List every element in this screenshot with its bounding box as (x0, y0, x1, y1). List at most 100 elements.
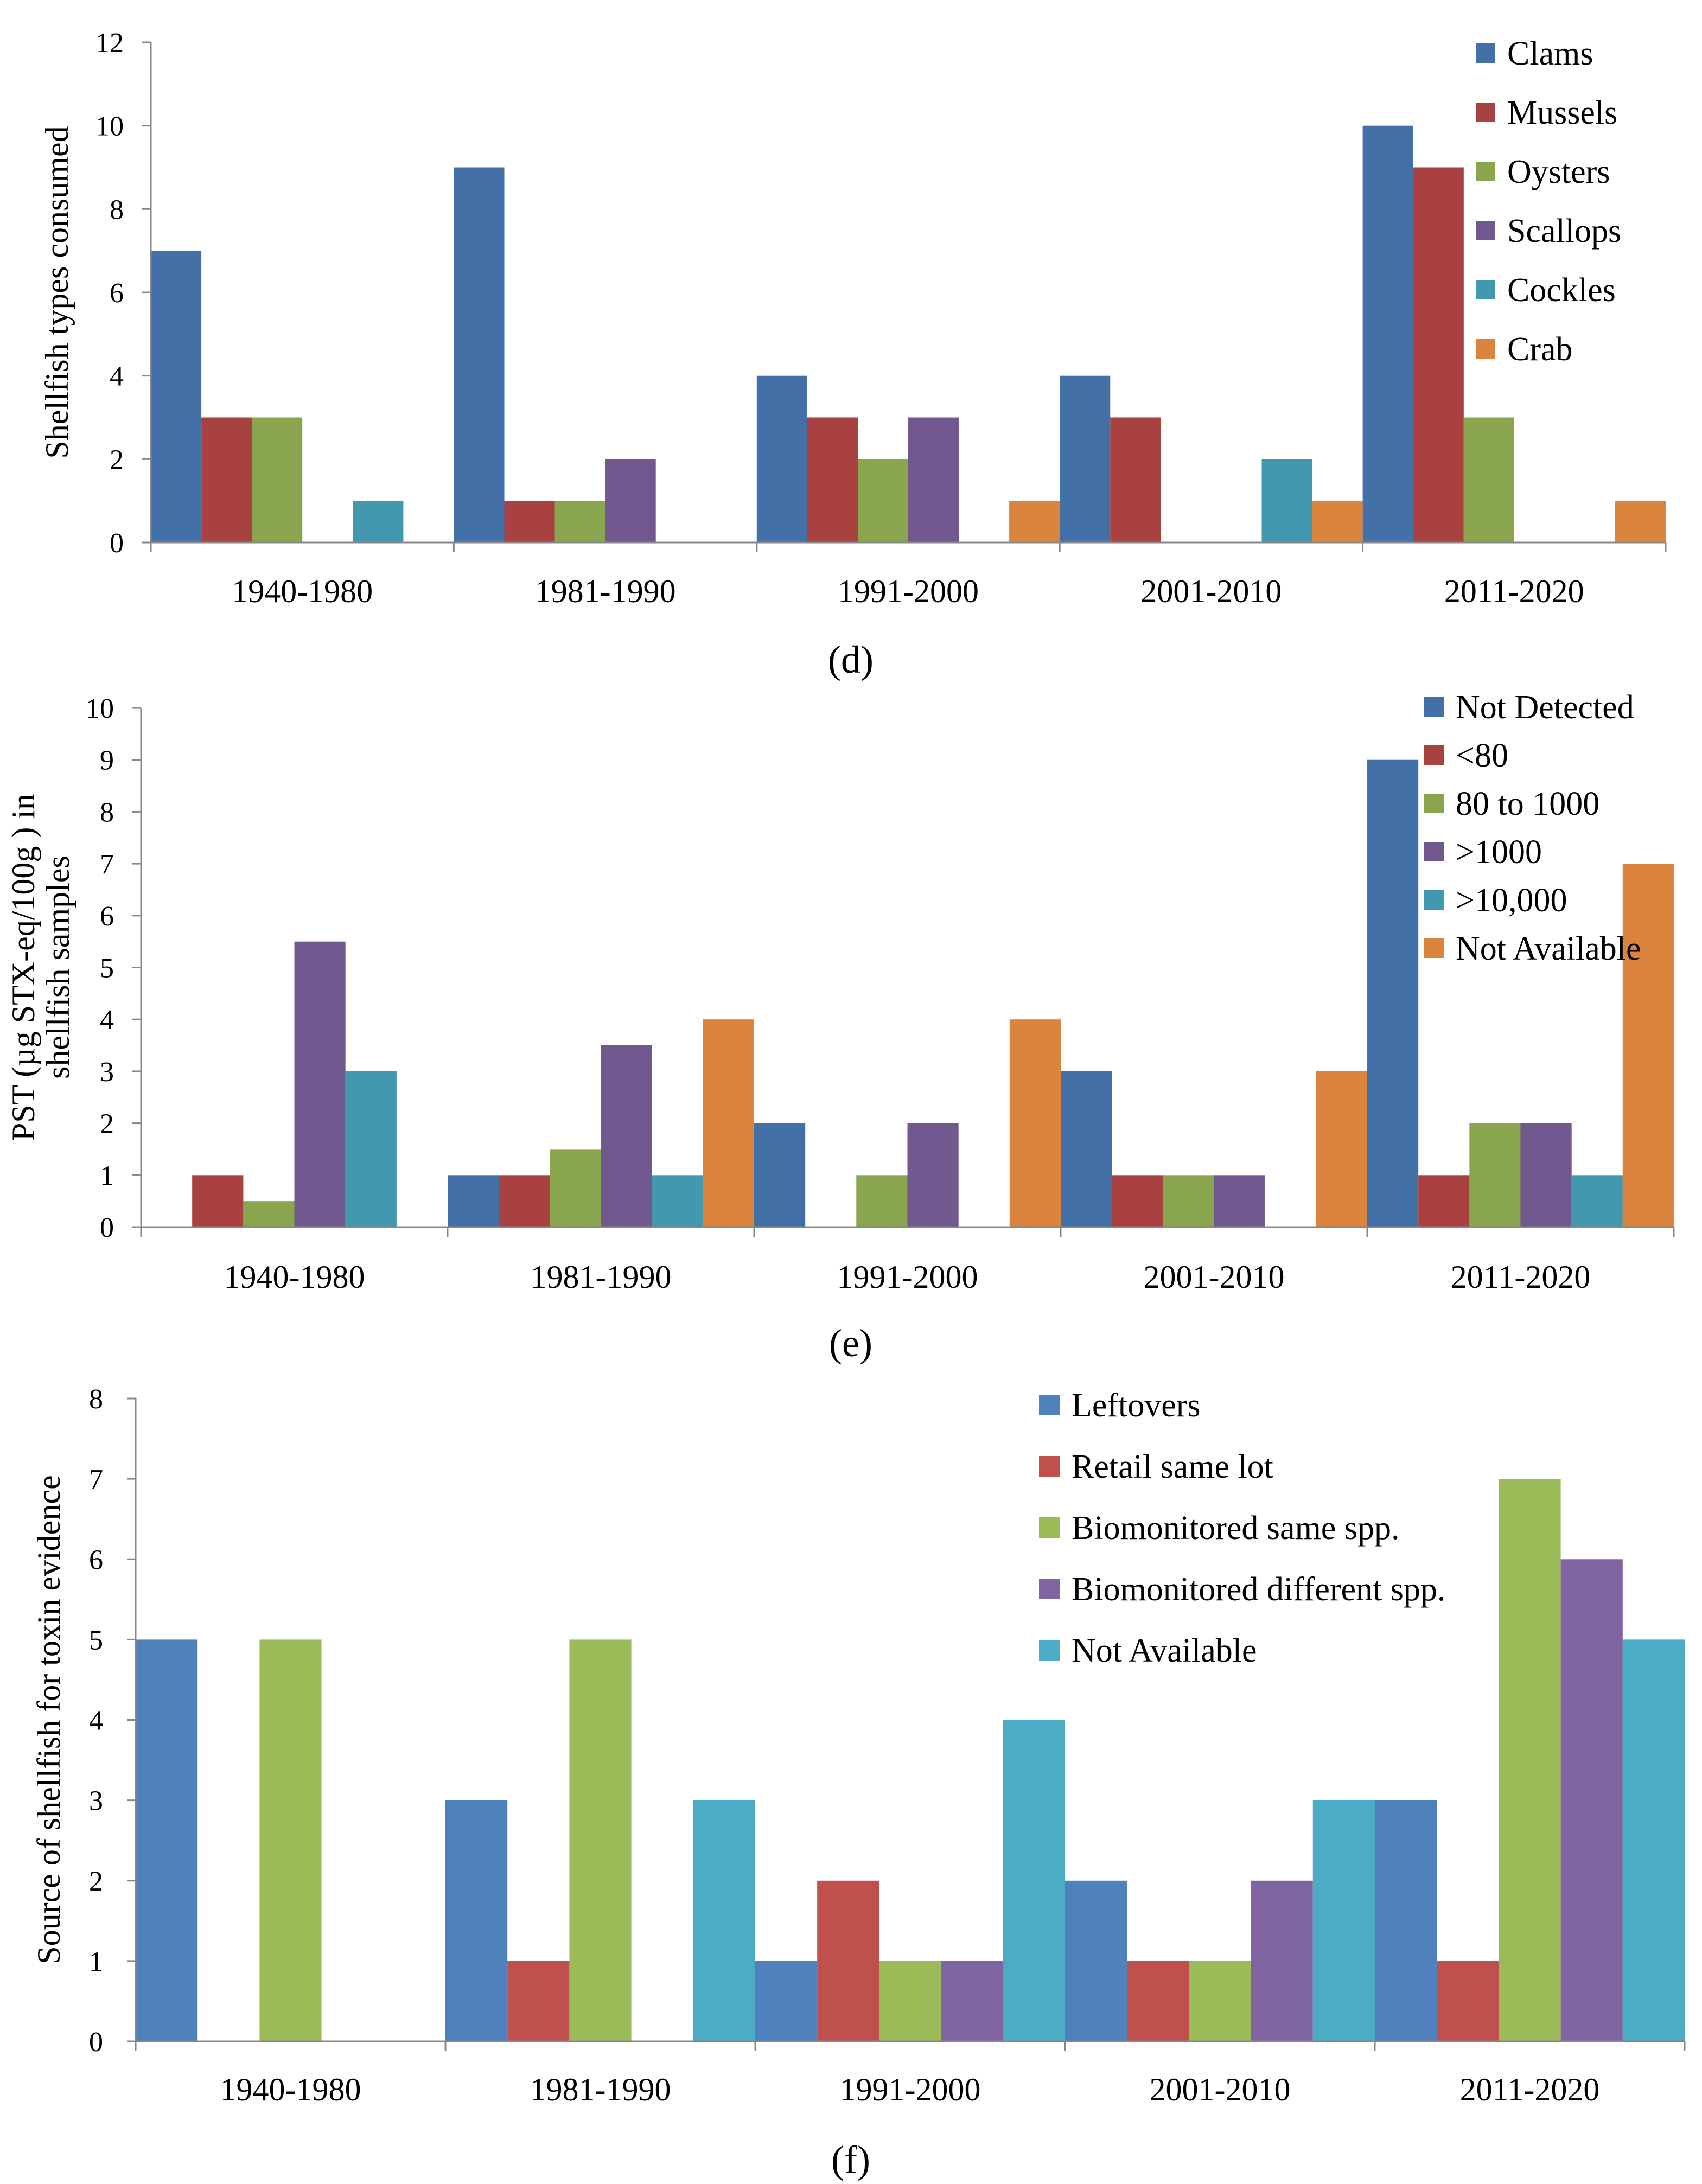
y-tick-label-f: 2 (89, 1866, 103, 1897)
bar-d-crab-3 (1312, 501, 1363, 542)
bar-f-retail-same-lot-3 (1127, 1961, 1189, 2041)
y-tick-label-e: 2 (100, 1109, 114, 1140)
bar-f-retail-same-lot-1 (507, 1961, 570, 2041)
legend-swatch-f-4 (1039, 1640, 1060, 1661)
y-tick-label-d: 6 (110, 278, 124, 309)
bar-e--1000-3 (1214, 1175, 1265, 1227)
bar-e--10-000-1 (652, 1175, 703, 1227)
x-tick-label-d: 1991-2000 (838, 573, 979, 609)
bar-e-not-detected-1 (448, 1175, 499, 1227)
bar-e--80-3 (1112, 1175, 1163, 1227)
y-tick-label-f: 6 (89, 1544, 103, 1575)
bar-e-80-to-1000-3 (1163, 1175, 1214, 1227)
y-tick-label-f: 1 (89, 1946, 103, 1977)
bar-d-mussels-3 (1110, 417, 1161, 542)
x-tick-label-e: 1981-1990 (531, 1259, 672, 1295)
y-axis-label-line-e: shellfish samples (40, 855, 76, 1079)
bar-d-mussels-4 (1413, 167, 1464, 542)
y-tick-label-f: 5 (89, 1625, 103, 1656)
x-tick-label-d: 1940-1980 (232, 573, 373, 609)
bar-d-mussels-1 (504, 501, 555, 542)
bar-f-biomonitored-same-spp--4 (1499, 1479, 1561, 2041)
bar-d-oysters-0 (252, 417, 303, 542)
legend-swatch-f-2 (1039, 1517, 1060, 1538)
legend-label-e-2: 80 to 1000 (1456, 786, 1599, 822)
legend-label-f-4: Not Available (1072, 1632, 1257, 1669)
bar-e-not-available-4 (1622, 864, 1674, 1227)
legend-label-e-1: <80 (1456, 737, 1508, 774)
y-tick-label-f: 7 (89, 1464, 103, 1495)
bar-f-retail-same-lot-4 (1437, 1961, 1499, 2041)
bar-f-leftovers-2 (755, 1961, 818, 2041)
y-axis-label-line-d: Shellfish types consumed (39, 126, 75, 458)
bar-e-80-to-1000-1 (550, 1149, 601, 1227)
bar-d-clams-4 (1362, 125, 1413, 542)
bar-d-mussels-2 (807, 417, 858, 542)
y-tick-label-e: 8 (100, 797, 114, 828)
y-tick-label-e: 10 (86, 693, 114, 724)
chart-panel-f: 0 1 2 3 4 5 6 7 8 1940-1980 1981-1990 1991-2000 2001… (31, 1384, 1686, 2108)
legend-label-d-1: Mussels (1507, 94, 1617, 131)
bar-f-leftovers-0 (136, 1639, 198, 2041)
bar-d-clams-1 (454, 167, 505, 542)
bar-d-oysters-4 (1463, 417, 1514, 542)
y-axis-label-line-f: Source of shellfish for toxin evidence (31, 1475, 67, 1964)
legend-swatch-e-3 (1424, 842, 1444, 861)
legend-label-e-3: >1000 (1456, 834, 1542, 871)
y-tick-label-e: 7 (100, 849, 114, 880)
y-tick-label-f: 4 (89, 1706, 103, 1736)
bar-f-biomonitored-same-spp--1 (569, 1639, 632, 2041)
bar-e--1000-2 (907, 1123, 959, 1227)
legend-swatch-d-0 (1476, 43, 1495, 63)
x-tick-label-f: 2001-2010 (1150, 2072, 1291, 2108)
bar-f-not-available-2 (1003, 1720, 1065, 2041)
y-tick-label-e: 5 (100, 953, 114, 984)
legend-swatch-d-1 (1476, 103, 1495, 122)
y-tick-label-e: 0 (100, 1212, 114, 1243)
bar-f-biomonitored-different-spp--4 (1560, 1559, 1623, 2042)
legend-swatch-e-5 (1424, 938, 1444, 958)
y-tick-label-f: 0 (89, 2027, 103, 2058)
legend-label-d-5: Crab (1507, 331, 1573, 368)
y-tick-label-d: 12 (95, 28, 124, 59)
bar-f-not-available-4 (1622, 1639, 1685, 2041)
bar-f-leftovers-4 (1375, 1800, 1437, 2041)
y-tick-label-f: 3 (89, 1786, 103, 1817)
bar-d-clams-3 (1060, 375, 1111, 542)
y-tick-label-e: 3 (100, 1057, 114, 1088)
legend-label-e-5: Not Available (1456, 930, 1641, 967)
bar-f-not-available-1 (693, 1800, 755, 2041)
legend-swatch-d-5 (1476, 339, 1495, 359)
bar-f-retail-same-lot-2 (817, 1880, 879, 2042)
bar-e-not-detected-4 (1367, 759, 1419, 1227)
chart-panel-e: 0 1 2 3 4 5 6 7 8 9 10 1940-1980 1981-1990 1991-2000 2… (5, 689, 1675, 1295)
x-tick-label-e: 2001-2010 (1144, 1259, 1285, 1295)
legend-label-e-0: Not Detected (1456, 689, 1634, 726)
bar-f-leftovers-1 (445, 1800, 508, 2041)
bar-e-not-detected-2 (754, 1123, 806, 1227)
bar-e-80-to-1000-0 (243, 1201, 295, 1227)
bar-d-oysters-2 (857, 459, 908, 542)
legend-label-e-4: >10,000 (1456, 882, 1567, 919)
y-tick-label-d: 8 (110, 194, 124, 225)
x-tick-label-e: 1991-2000 (837, 1259, 978, 1295)
y-tick-label-e: 1 (100, 1160, 114, 1191)
legend-swatch-e-0 (1424, 697, 1444, 717)
bar-e-80-to-1000-2 (856, 1175, 908, 1227)
bar-e--80-4 (1418, 1175, 1470, 1227)
panel-label-d: (d) (828, 638, 874, 681)
legend-label-f-1: Retail same lot (1072, 1448, 1273, 1485)
legend-swatch-f-3 (1039, 1579, 1060, 1599)
legend-label-d-3: Scallops (1507, 213, 1621, 250)
bar-f-biomonitored-different-spp--3 (1251, 1880, 1313, 2042)
legend-swatch-d-4 (1476, 280, 1495, 299)
bar-e--10-000-4 (1571, 1175, 1623, 1227)
bar-d-scallops-2 (908, 417, 959, 542)
bar-d-scallops-1 (605, 459, 656, 542)
y-tick-label-f: 8 (89, 1384, 103, 1415)
legend-swatch-e-2 (1424, 794, 1444, 813)
legend-label-f-3: Biomonitored different spp. (1072, 1571, 1445, 1608)
chart-panel-d: 0 2 4 6 8 10 12 1940-1980 1981-1990 1991-2000 2001… (39, 28, 1667, 609)
bar-f-biomonitored-same-spp--2 (879, 1961, 941, 2041)
